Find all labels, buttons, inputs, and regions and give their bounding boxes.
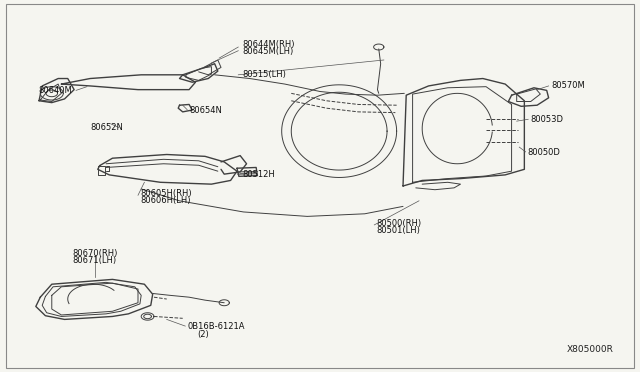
Text: 80670(RH): 80670(RH) [72, 249, 118, 258]
Text: 80640M: 80640M [38, 86, 72, 95]
Text: X805000R: X805000R [567, 344, 614, 353]
Text: 80605H(RH): 80605H(RH) [140, 189, 191, 198]
Text: 80671(LH): 80671(LH) [72, 256, 116, 265]
Text: 80053D: 80053D [531, 115, 564, 124]
Text: 80606H(LH): 80606H(LH) [140, 196, 191, 205]
Text: 80645M(LH): 80645M(LH) [242, 47, 293, 56]
Text: 80512H: 80512H [242, 170, 275, 179]
Text: 0B16B-6121A: 0B16B-6121A [187, 321, 244, 331]
Text: 80654N: 80654N [189, 106, 222, 115]
Text: 80500(RH): 80500(RH) [376, 219, 421, 228]
Text: 80050D: 80050D [527, 148, 561, 157]
Text: 80570M: 80570M [551, 81, 585, 90]
Text: 80644M(RH): 80644M(RH) [242, 40, 294, 49]
Text: 80652N: 80652N [90, 123, 123, 132]
Text: 80501(LH): 80501(LH) [376, 226, 420, 235]
Text: (2): (2) [197, 330, 209, 339]
Text: 80515(LH): 80515(LH) [242, 70, 286, 79]
